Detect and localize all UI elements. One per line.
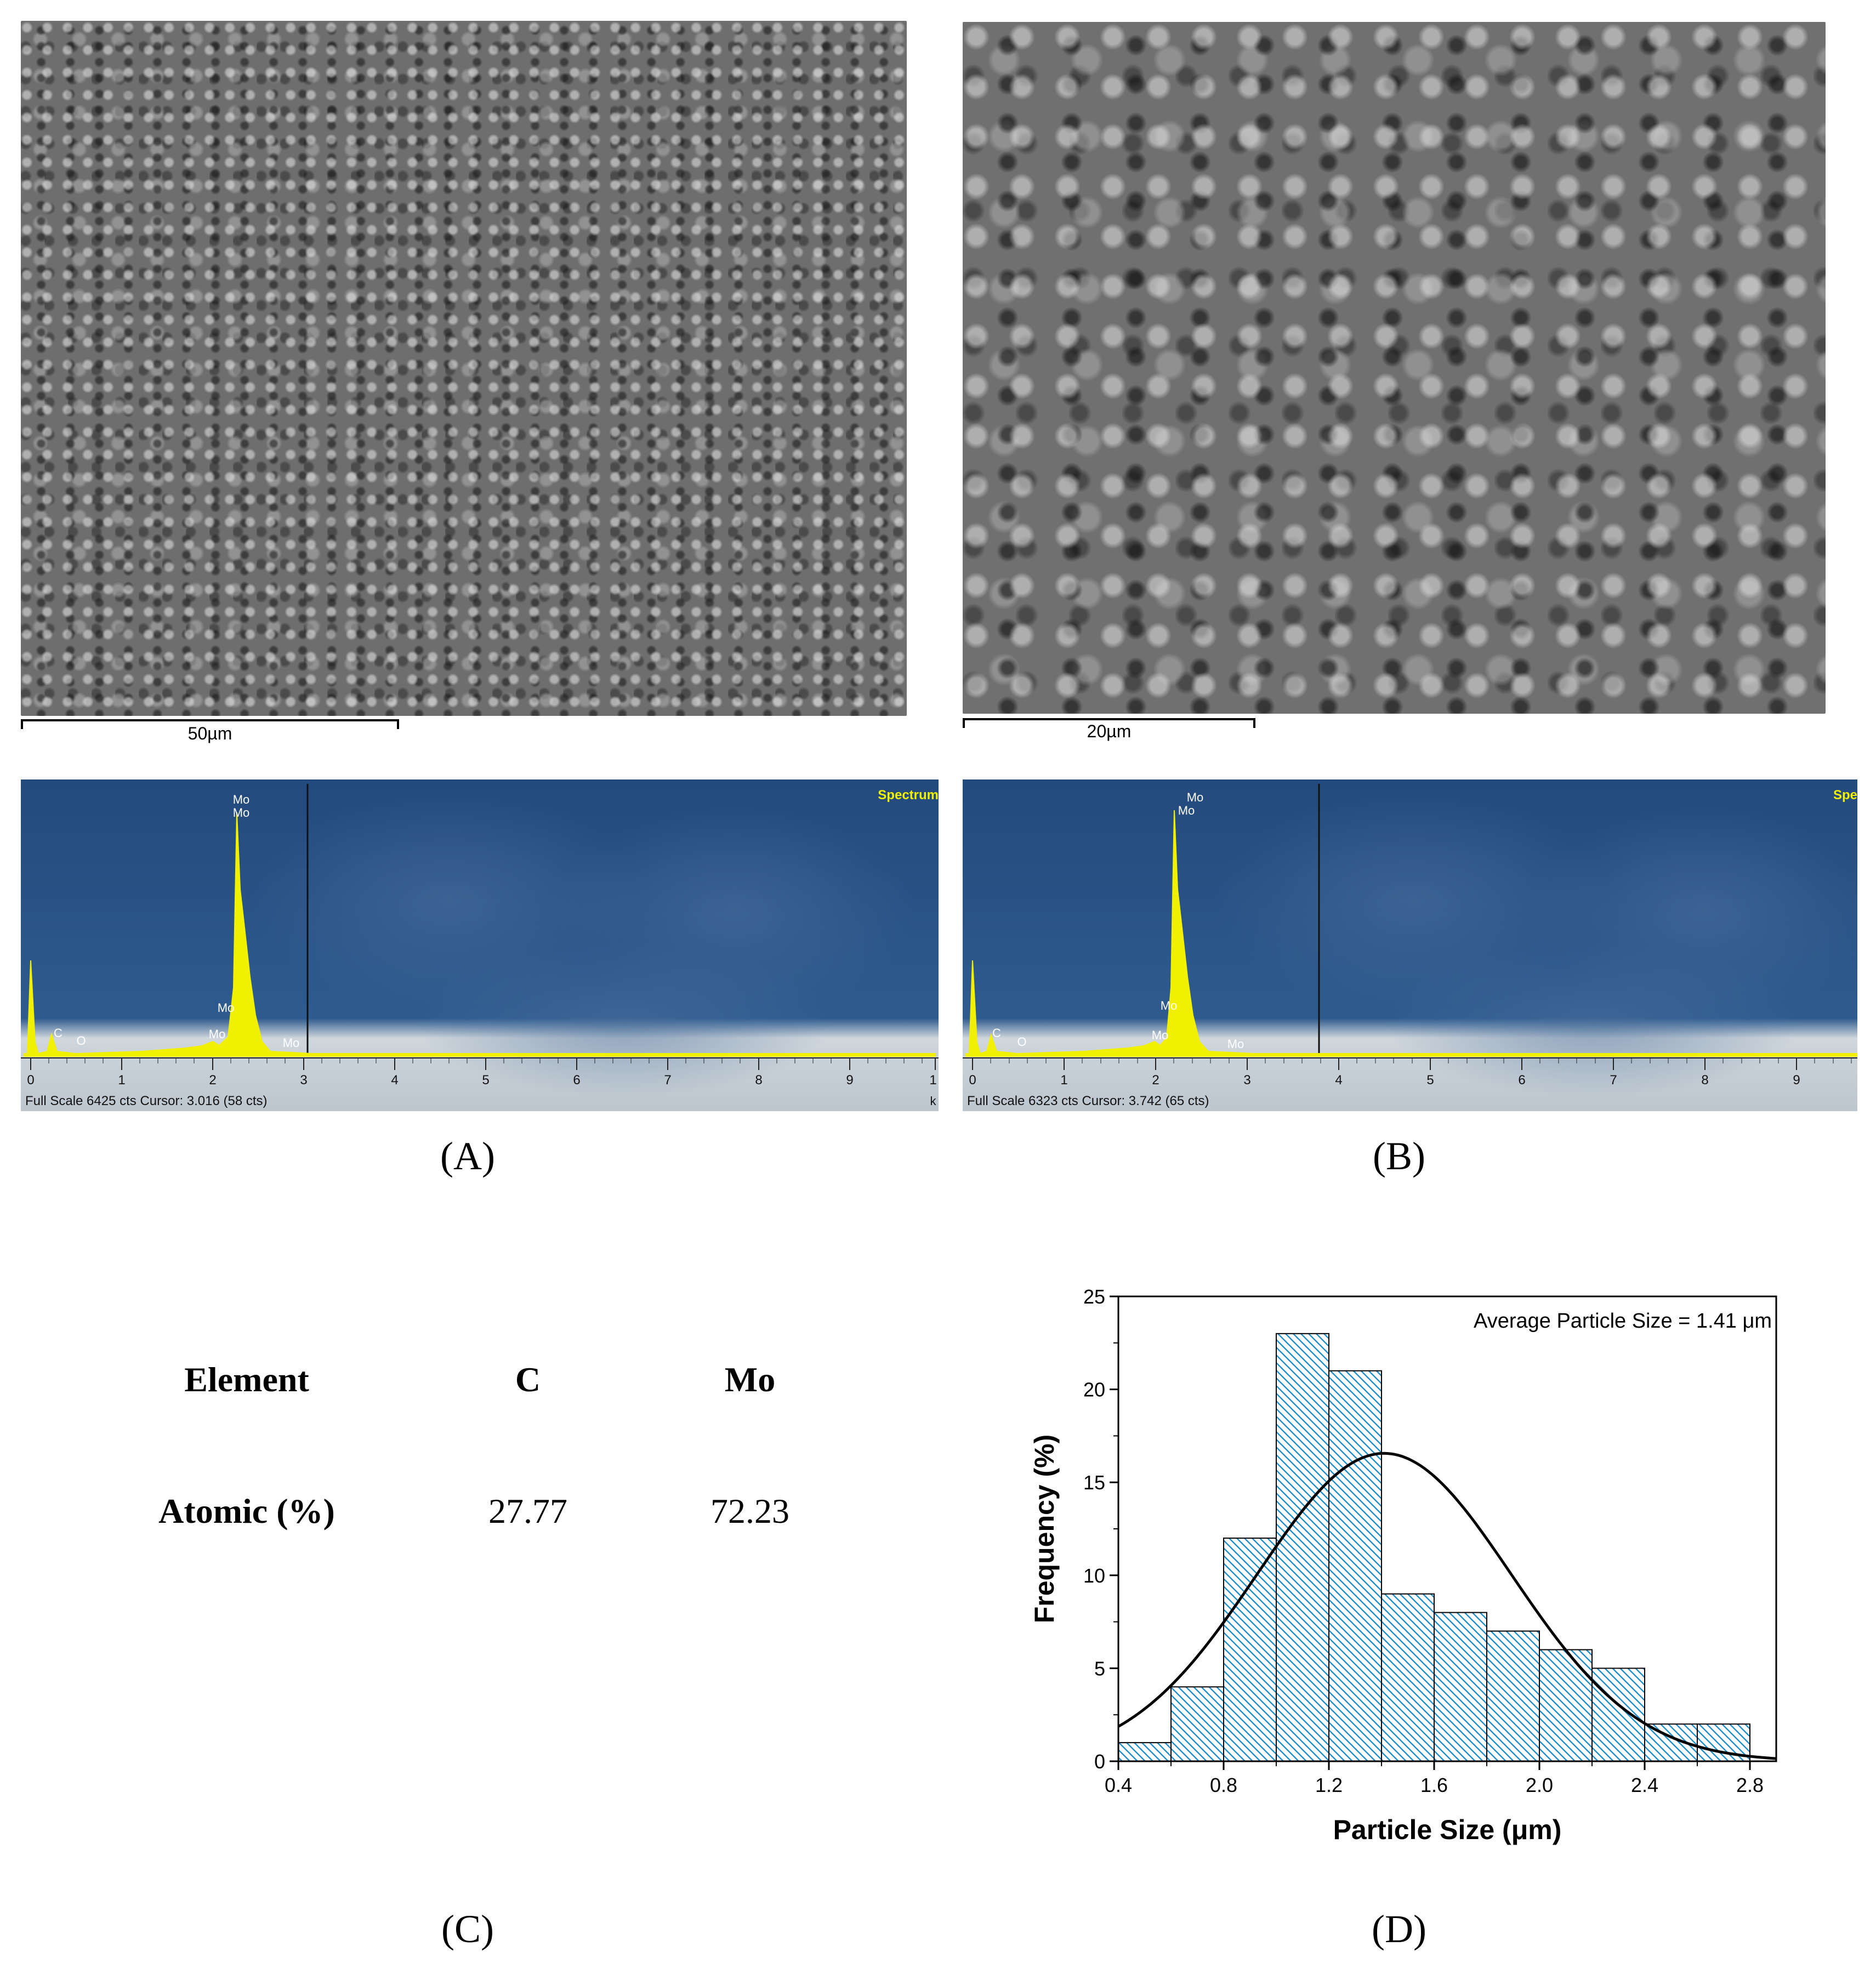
table-header-mo: Mo (724, 1360, 776, 1399)
axis-tick-label: 7 (1610, 1073, 1617, 1088)
peak-label: Mo (1227, 1037, 1244, 1051)
y-axis-ticks: 0 5 10 15 20 25 (1083, 1285, 1118, 1773)
y-tick-label: 20 (1083, 1379, 1105, 1401)
x-axis-ticks: 0.4 0.8 1.2 1.6 2.0 2.4 2.8 (1105, 1761, 1764, 1796)
eds-spectrum-a: Mo Mo Mo Mo Mo C O Spectrum 0 1 2 3 4 5 … (21, 779, 939, 1111)
peak-label: O (1017, 1035, 1026, 1049)
x-tick-label: 1.6 (1420, 1774, 1448, 1796)
axis-tick-label: 9 (1793, 1073, 1800, 1088)
y-axis-title: Frequency (%) (1029, 1435, 1060, 1624)
axis-tick-label: 8 (755, 1073, 762, 1088)
axis-unit: k (930, 1094, 937, 1108)
axis-tick-label: 1 (929, 1073, 936, 1088)
table-header-c: C (515, 1360, 541, 1399)
sem-image-a (21, 21, 907, 716)
histogram-bar (1539, 1649, 1593, 1762)
y-tick-label: 25 (1083, 1285, 1105, 1308)
histogram-bars (1118, 1333, 1750, 1762)
histogram-bar (1381, 1593, 1435, 1762)
y-tick-label: 10 (1083, 1564, 1105, 1587)
histogram-bar (1223, 1537, 1277, 1762)
histogram-bar (1328, 1370, 1382, 1762)
peak-label: C (992, 1026, 1001, 1040)
spectrum-footer: Full Scale 6323 cts Cursor: 3.742 (65 ct… (967, 1094, 1209, 1108)
eds-spectrum-b: Mo Mo Mo Mo Mo C O Spe 0 1 2 3 4 5 6 7 8… (963, 779, 1857, 1111)
table-cell-c: 27.77 (488, 1492, 567, 1530)
x-tick-label: 0.8 (1210, 1774, 1237, 1796)
axis-tick-label: 7 (664, 1073, 671, 1088)
histogram-bar (1591, 1668, 1645, 1762)
panel-label-a: (A) (440, 1134, 495, 1178)
table-cell-mo: 72.23 (710, 1492, 789, 1530)
panel-label-d: (D) (1372, 1907, 1426, 1951)
histogram-bar (1276, 1333, 1329, 1762)
axis-tick-label: 4 (391, 1073, 398, 1088)
peak-label: Mo (283, 1036, 300, 1050)
composition-table: Element C Mo Atomic (%) 27.77 72.23 (110, 1338, 877, 1557)
peak-label: Mo (233, 793, 250, 806)
axis-tick-label: 1 (118, 1073, 125, 1088)
spectrum-name: Spe (1833, 788, 1857, 803)
peak-label: Mo (209, 1027, 226, 1041)
axis-tick-label: 3 (300, 1073, 307, 1088)
peak-label: Mo (1161, 999, 1178, 1012)
axis-tick-label: 5 (482, 1073, 489, 1088)
axis-tick-label: 2 (209, 1073, 216, 1088)
x-tick-label: 0.4 (1105, 1774, 1132, 1796)
peak-label: O (76, 1034, 86, 1048)
axis-tick-label: 8 (1701, 1073, 1708, 1088)
peak-label: Mo (1187, 790, 1204, 804)
axis-tick-label: 6 (1518, 1073, 1525, 1088)
spectrum-name: Spectrum (878, 788, 939, 803)
spectrum-trace-b (965, 810, 1857, 1057)
x-tick-label: 2.0 (1526, 1774, 1553, 1796)
particle-size-histogram: 0.4 0.8 1.2 1.6 2.0 2.4 2.8 0 5 10 15 20 25 Average… (1029, 1285, 1777, 1845)
scale-bar-a-label: 50µm (187, 724, 232, 743)
table-header-element: Element (184, 1360, 309, 1399)
peak-label: Mo (1152, 1028, 1169, 1042)
x-tick-label: 1.2 (1315, 1774, 1343, 1796)
x-tick-label: 2.4 (1631, 1774, 1658, 1796)
peak-label: Mo (218, 1001, 235, 1015)
y-tick-label: 5 (1094, 1657, 1105, 1680)
peak-label: Mo (233, 806, 250, 820)
axis-tick-label: 0 (969, 1073, 976, 1088)
histogram-bar (1118, 1742, 1172, 1762)
axis-tick-label: 6 (573, 1073, 580, 1088)
scale-bar-a (21, 719, 399, 736)
peak-label: C (54, 1026, 62, 1040)
axis-tick-label: 1 (1060, 1073, 1067, 1088)
axis-tick-label: 9 (846, 1073, 853, 1088)
x-tick-label: 2.8 (1736, 1774, 1764, 1796)
axis-tick-label: 3 (1243, 1073, 1250, 1088)
panel-label-c: (C) (441, 1907, 494, 1951)
peak-label: Mo (1178, 804, 1195, 817)
spectrum-footer: Full Scale 6425 cts Cursor: 3.016 (58 ct… (25, 1094, 268, 1108)
histogram-bar (1170, 1686, 1224, 1762)
axis-tick-label: 0 (27, 1073, 34, 1088)
y-tick-label: 0 (1094, 1750, 1105, 1773)
normal-fit-curve (1117, 1452, 1777, 1760)
histogram-bar (1434, 1612, 1487, 1762)
histogram-bar (1486, 1630, 1540, 1762)
average-size-annotation: Average Particle Size = 1.41 μm (1474, 1310, 1772, 1333)
axis-tick-label: 4 (1335, 1073, 1342, 1088)
x-axis-title: Particle Size (μm) (1333, 1814, 1562, 1845)
scale-bar-b-label: 20µm (1087, 721, 1132, 741)
scale-bar-b (963, 718, 1255, 735)
spectrum-trace-a (24, 812, 936, 1057)
axis-tick-label: 5 (1426, 1073, 1434, 1088)
sem-image-b (963, 22, 1826, 714)
y-tick-label: 15 (1083, 1471, 1105, 1494)
table-row-label: Atomic (%) (158, 1492, 335, 1530)
axis-tick-label: 2 (1152, 1073, 1159, 1088)
panel-label-b: (B) (1373, 1134, 1425, 1178)
